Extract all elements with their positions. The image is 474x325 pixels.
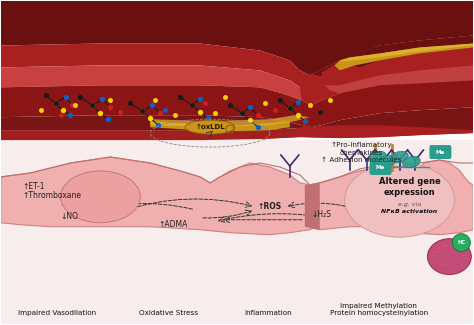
FancyBboxPatch shape bbox=[370, 161, 392, 175]
Text: ↑oxLDL: ↑oxLDL bbox=[195, 124, 225, 130]
Text: Me: Me bbox=[436, 150, 445, 155]
Text: ↑ET-1: ↑ET-1 bbox=[23, 182, 45, 191]
Polygon shape bbox=[335, 44, 474, 71]
Text: Oxidative Stress: Oxidative Stress bbox=[139, 310, 198, 316]
Ellipse shape bbox=[61, 171, 140, 223]
Ellipse shape bbox=[185, 120, 235, 134]
Polygon shape bbox=[325, 65, 474, 93]
Polygon shape bbox=[0, 107, 474, 130]
Polygon shape bbox=[0, 140, 474, 324]
Polygon shape bbox=[305, 183, 320, 230]
Polygon shape bbox=[310, 160, 474, 235]
Text: e.g. via: e.g. via bbox=[398, 202, 421, 207]
Text: Impaired Methylation
Protein homocysteinylation: Impaired Methylation Protein homocystein… bbox=[330, 303, 428, 316]
Text: HC: HC bbox=[457, 240, 465, 245]
Polygon shape bbox=[0, 35, 474, 93]
Polygon shape bbox=[0, 1, 474, 75]
Polygon shape bbox=[310, 1, 474, 77]
Ellipse shape bbox=[403, 156, 420, 168]
Text: ↑ROS: ↑ROS bbox=[258, 202, 282, 211]
Polygon shape bbox=[260, 125, 474, 139]
Circle shape bbox=[452, 234, 470, 252]
Text: Altered gene
expression: Altered gene expression bbox=[379, 177, 440, 197]
Text: ↓H₂S: ↓H₂S bbox=[312, 210, 332, 219]
Ellipse shape bbox=[345, 162, 455, 237]
Text: Inflammation: Inflammation bbox=[244, 310, 292, 316]
Polygon shape bbox=[0, 73, 474, 127]
Polygon shape bbox=[0, 157, 320, 235]
Polygon shape bbox=[0, 56, 474, 105]
Ellipse shape bbox=[428, 239, 471, 275]
Text: ↑Pro-inflamatory
chemokines
↑ Adhesion molecules: ↑Pro-inflamatory chemokines ↑ Adhesion m… bbox=[321, 142, 402, 163]
Text: ↑Thromboxane: ↑Thromboxane bbox=[23, 191, 82, 200]
Ellipse shape bbox=[369, 151, 386, 163]
Text: NFκB activation: NFκB activation bbox=[382, 209, 438, 214]
Polygon shape bbox=[340, 44, 474, 61]
Text: Me: Me bbox=[376, 165, 385, 171]
Polygon shape bbox=[150, 121, 290, 131]
Text: ↓NO: ↓NO bbox=[61, 212, 79, 221]
Text: ↑ADMA: ↑ADMA bbox=[158, 220, 188, 229]
Polygon shape bbox=[322, 47, 474, 85]
Polygon shape bbox=[0, 128, 474, 140]
Ellipse shape bbox=[379, 155, 396, 167]
Text: Impaired Vasodilation: Impaired Vasodilation bbox=[18, 310, 97, 316]
Polygon shape bbox=[300, 56, 474, 105]
Ellipse shape bbox=[391, 151, 408, 163]
Polygon shape bbox=[150, 115, 310, 127]
FancyBboxPatch shape bbox=[429, 145, 451, 159]
Polygon shape bbox=[330, 1, 474, 140]
